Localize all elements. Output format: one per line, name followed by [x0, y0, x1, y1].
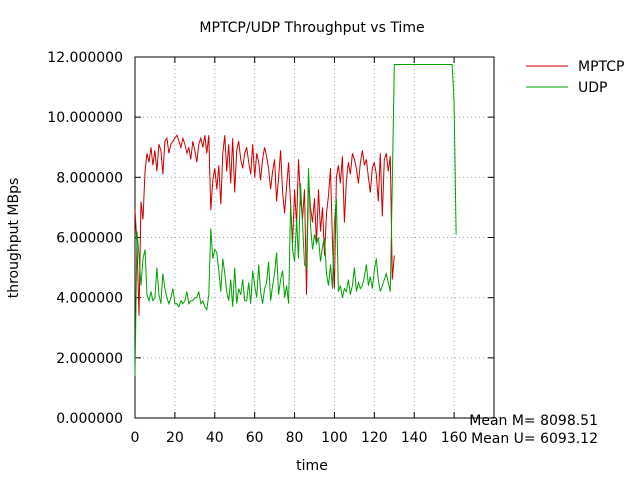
y-tick-label: 12.000000	[47, 50, 123, 66]
x-tick-labels: 0 20 40 60 80 100 120 140 160	[131, 430, 468, 446]
series-line-udp	[134, 64, 457, 376]
legend: MPTCP UDP	[526, 59, 624, 96]
x-tick-label: 140	[401, 430, 428, 446]
legend-label-mptcp: MPTCP	[578, 59, 624, 75]
x-tick-label: 20	[166, 430, 184, 446]
y-tick-label: 8.000000	[56, 170, 123, 186]
series-line-mptcp	[134, 134, 395, 316]
x-tick-label: 100	[321, 430, 348, 446]
series-lines	[134, 64, 457, 376]
y-tick-label: 10.000000	[47, 110, 123, 126]
axis-ticks	[134, 56, 494, 419]
legend-label-udp: UDP	[578, 80, 607, 96]
annotation-mean-m: Mean M= 8098.51	[469, 413, 598, 429]
chart-title: MPTCP/UDP Throughput vs Time	[199, 20, 424, 36]
y-tick-label: 0.000000	[56, 411, 123, 427]
y-tick-label: 2.000000	[56, 351, 123, 367]
y-axis-label: throughput MBps	[6, 178, 22, 299]
x-tick-label: 40	[206, 430, 224, 446]
x-tick-label: 120	[361, 430, 388, 446]
y-tick-label: 6.000000	[56, 231, 123, 247]
annotation-mean-u: Mean U= 6093.12	[471, 431, 598, 447]
x-axis-label: time	[296, 458, 328, 474]
y-tick-labels: 0.000000 2.000000 4.000000 6.000000 8.000000…	[47, 50, 123, 427]
x-tick-label: 0	[131, 430, 140, 446]
y-tick-label: 4.000000	[56, 291, 123, 307]
x-tick-label: 80	[286, 430, 304, 446]
x-tick-label: 60	[246, 430, 264, 446]
x-tick-label: 160	[441, 430, 468, 446]
